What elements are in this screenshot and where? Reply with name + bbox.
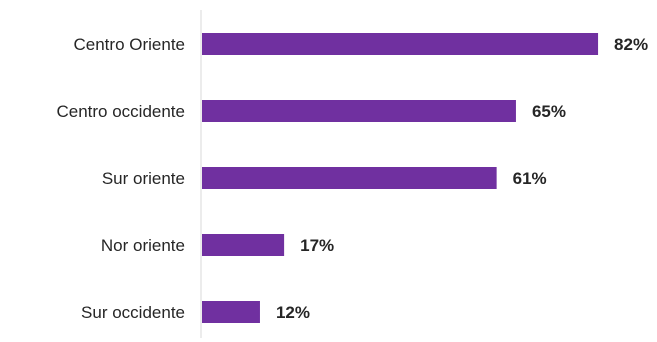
bar [202,100,516,122]
category-label: Centro occidente [56,102,185,121]
chart-marks: Centro Oriente 82% Centro occidente 65% Sur … [56,33,648,323]
data-label: 12% [276,303,310,322]
data-label: 61% [513,169,547,188]
bar [202,234,285,256]
bar [202,167,497,189]
category-label: Nor oriente [101,236,185,255]
bar [202,301,260,323]
data-label: 65% [532,102,566,121]
data-label: 82% [614,35,648,54]
data-label: 17% [300,236,334,255]
category-label: Sur oriente [102,169,185,188]
bar [202,33,599,55]
category-label: Sur occidente [81,303,185,322]
category-label: Centro Oriente [74,35,186,54]
